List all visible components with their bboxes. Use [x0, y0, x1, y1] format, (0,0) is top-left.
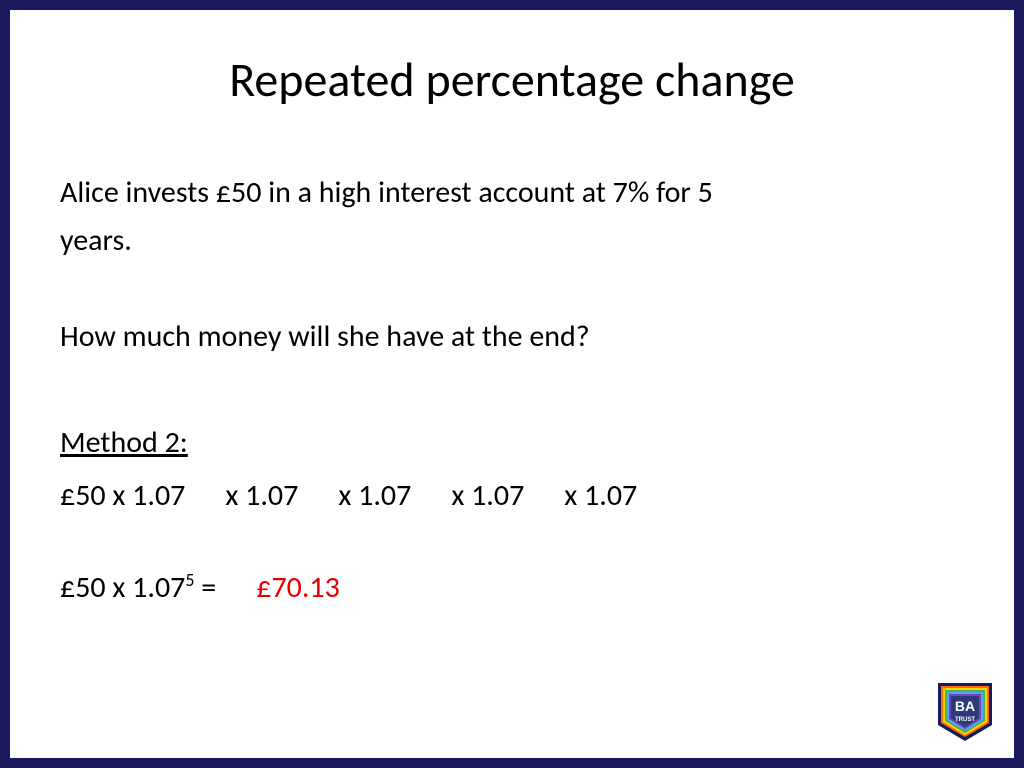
problem-statement: Alice invests £50 in a high interest acc…	[60, 169, 964, 265]
equation-base: £50 x 1.07	[60, 569, 185, 606]
result-equation: £50 x 1.075 =	[60, 569, 216, 606]
calc-term: x 1.07	[338, 477, 411, 514]
calculation-row: £50 x 1.07 x 1.07 x 1.07 x 1.07 x 1.07	[60, 477, 964, 514]
calc-term: x 1.07	[451, 477, 524, 514]
spacer	[60, 265, 964, 313]
equation-exponent: 5	[185, 569, 194, 591]
slide-title: Repeated percentage change	[60, 50, 964, 109]
svg-text:BA: BA	[955, 698, 975, 714]
spacer	[60, 361, 964, 409]
calc-term: x 1.07	[225, 477, 298, 514]
trust-logo-icon: BA TRUST	[936, 681, 994, 743]
calc-term: £50 x 1.07	[60, 477, 185, 514]
problem-question: How much money will she have at the end?	[60, 313, 964, 361]
result-answer: £70.13	[256, 569, 340, 606]
problem-line-1: Alice invests £50 in a high interest acc…	[60, 169, 964, 217]
problem-line-2: years.	[60, 217, 964, 265]
method-label: Method 2:	[60, 419, 964, 467]
slide-frame: Repeated percentage change Alice invests…	[0, 0, 1024, 768]
equation-equals: =	[195, 569, 217, 606]
svg-text:TRUST: TRUST	[955, 717, 975, 723]
calc-term: x 1.07	[564, 477, 637, 514]
result-row: £50 x 1.075 = £70.13	[60, 569, 964, 606]
